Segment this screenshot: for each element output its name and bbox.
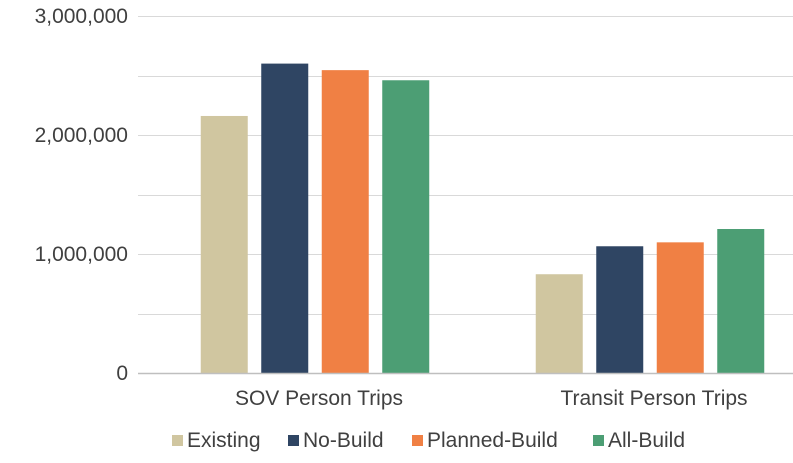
y-axis-tick-labels: 0 1,000,000 2,000,000 3,000,000 — [35, 5, 128, 385]
bar-all-build — [717, 229, 765, 373]
y-tick-label: 1,000,000 — [35, 243, 128, 266]
y-tick-label: 2,000,000 — [35, 124, 128, 147]
x-axis-category-labels: SOV Person Trips Transit Person Trips — [235, 387, 748, 410]
legend-swatch — [288, 435, 299, 446]
legend: Existing No-Build Planned-Build All-Build — [172, 429, 685, 452]
bar-existing — [200, 115, 248, 374]
y-tick-label: 0 — [116, 362, 128, 385]
legend-item: No-Build — [288, 429, 384, 452]
legend-label: No-Build — [303, 429, 384, 452]
bar-existing — [535, 274, 583, 373]
x-category-label: SOV Person Trips — [235, 387, 403, 410]
bar-planned-build — [321, 70, 369, 374]
legend-swatch — [172, 435, 183, 446]
bar-planned-build — [656, 242, 704, 373]
x-category-label: Transit Person Trips — [560, 387, 747, 410]
legend-item: Planned-Build — [412, 429, 558, 452]
legend-item: All-Build — [593, 429, 685, 452]
legend-label: Existing — [187, 429, 261, 452]
bar-no-build — [596, 246, 644, 373]
legend-label: All-Build — [608, 429, 685, 452]
y-tick-label: 3,000,000 — [35, 5, 128, 28]
legend-label: Planned-Build — [427, 429, 558, 452]
bars — [200, 63, 765, 374]
legend-swatch — [412, 435, 423, 446]
bar-no-build — [261, 63, 309, 373]
legend-swatch — [593, 435, 604, 446]
bar-all-build — [382, 80, 430, 373]
legend-item: Existing — [172, 429, 261, 452]
